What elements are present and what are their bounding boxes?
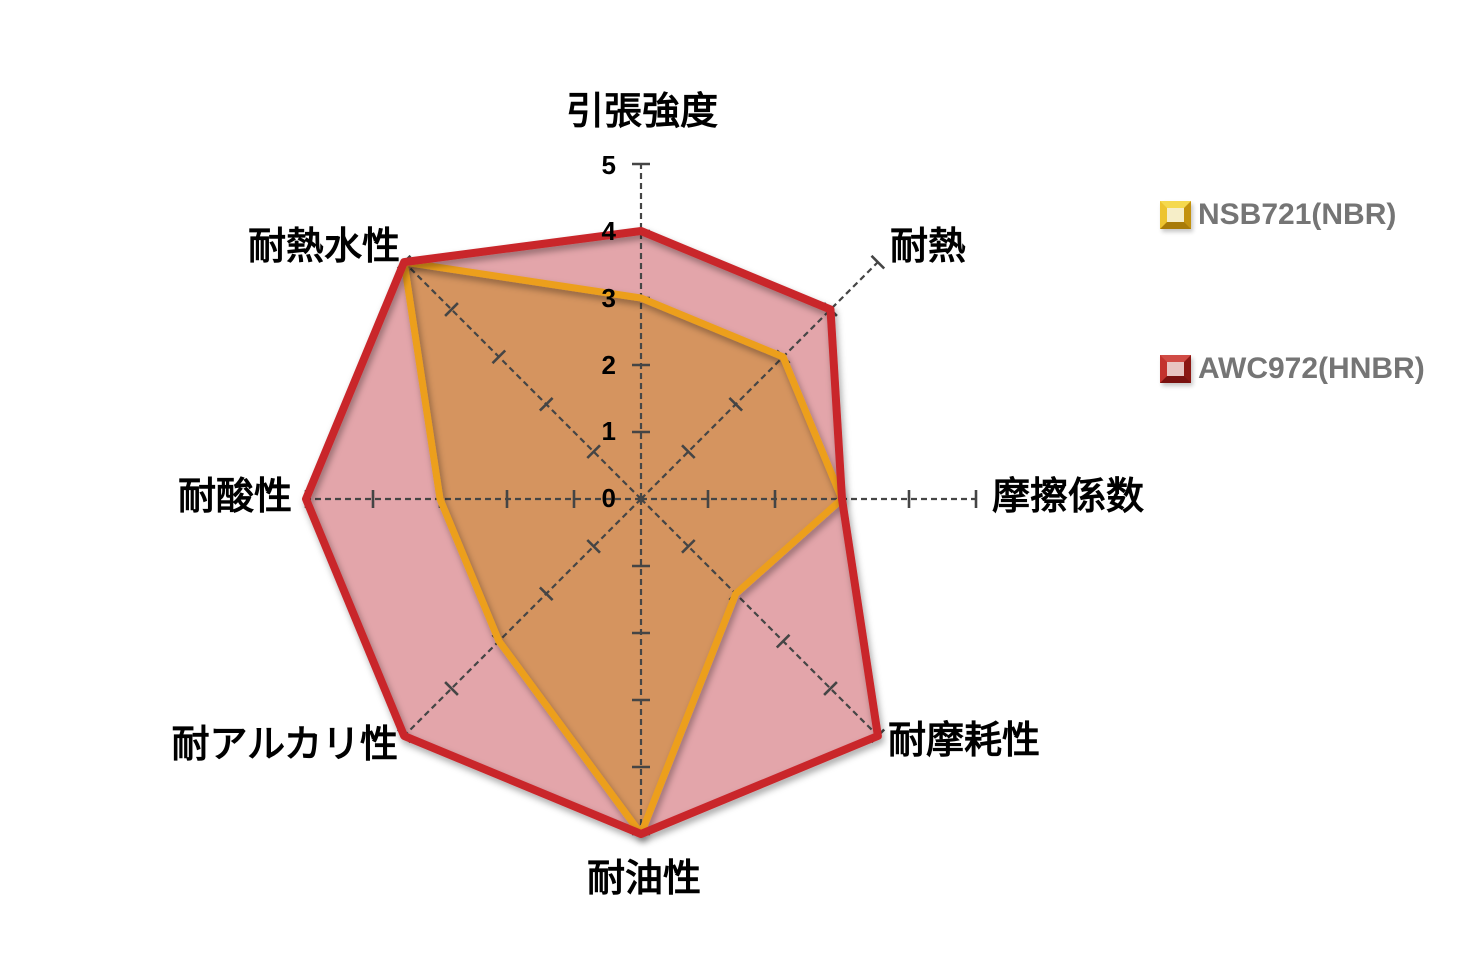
axis-tick: [444, 681, 459, 696]
series-line-1: [302, 227, 882, 838]
axis-center-dot: [637, 495, 645, 503]
axis-label-hot-water-resistance: 耐熱水性: [247, 226, 400, 268]
axis-spoke-5: [403, 498, 642, 737]
axis-tick: [681, 444, 696, 459]
axis-tick: [681, 539, 696, 554]
axis-label-oil-resistance: 耐油性: [586, 858, 702, 900]
legend-item-awc972: AWC972(HNBR): [1160, 354, 1425, 384]
radial-tick-label-1: 1: [601, 416, 616, 446]
axis-label-tensile-strength: 引張強度: [565, 91, 719, 133]
axis-tick: [491, 349, 507, 365]
series-area-0: [404, 262, 842, 835]
radial-tick-label-4: 4: [601, 216, 616, 246]
axis-tick: [538, 396, 554, 412]
axis-spoke-7: [403, 261, 642, 500]
axis-label-acid-resistance: 耐酸性: [177, 476, 292, 518]
axis-tick: [823, 681, 838, 696]
axis-label-abrasion-resistance: 耐摩耗性: [888, 720, 1041, 762]
legend-label-awc972: AWC972(HNBR): [1198, 352, 1425, 385]
legend-label-nsb721: NSB721(NBR): [1198, 198, 1397, 231]
radial-tick-label-0: 0: [601, 483, 616, 513]
series-lines: [302, 227, 882, 838]
radial-tick-label-5: 5: [601, 150, 616, 180]
series-fills: [306, 231, 878, 835]
legend-marker-red-square-icon: [1160, 355, 1191, 383]
axis-label-heat-resistance: 耐熱: [890, 226, 967, 268]
axis-tick: [870, 254, 886, 270]
radial-tick-label-2: 2: [601, 350, 616, 380]
axis-tick: [775, 633, 791, 649]
legend-marker-gold-square-icon: [1160, 201, 1191, 229]
axis-label-friction-coefficient: 摩擦係数: [992, 476, 1145, 518]
radial-tick-label-3: 3: [601, 283, 616, 313]
axis-label-alkali-resistance: 耐アルカリ性: [171, 724, 398, 766]
axis-tick: [444, 302, 459, 317]
legend-item-nsb721: NSB721(NBR): [1160, 200, 1396, 230]
axis-tick: [586, 444, 601, 459]
axis-spoke-3: [640, 498, 879, 737]
axis-spoke-1: [640, 261, 879, 500]
axis-tick: [538, 586, 554, 602]
axis-tick: [728, 396, 744, 412]
axis-tick: [586, 539, 601, 554]
